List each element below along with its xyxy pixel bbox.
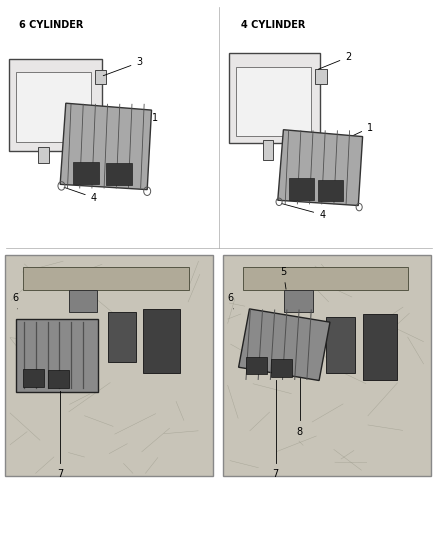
FancyBboxPatch shape <box>5 255 213 477</box>
Text: 6: 6 <box>228 293 234 309</box>
Text: 6: 6 <box>12 293 18 309</box>
Text: 7: 7 <box>272 469 279 479</box>
Bar <box>39 147 49 163</box>
Bar <box>315 69 327 84</box>
FancyBboxPatch shape <box>236 67 311 135</box>
FancyBboxPatch shape <box>16 319 98 392</box>
Bar <box>48 370 69 389</box>
Bar <box>69 290 97 312</box>
Bar <box>262 140 273 160</box>
Bar <box>73 162 99 184</box>
Text: 3: 3 <box>103 58 142 76</box>
Bar <box>23 266 188 290</box>
Bar <box>246 357 267 374</box>
Text: 1: 1 <box>348 123 373 138</box>
Polygon shape <box>60 103 152 190</box>
Bar <box>271 359 292 377</box>
Text: 5: 5 <box>280 267 286 289</box>
Bar <box>143 309 180 373</box>
Bar <box>106 163 132 185</box>
Polygon shape <box>239 309 330 381</box>
Bar <box>95 70 106 84</box>
Polygon shape <box>278 130 363 206</box>
Text: 4: 4 <box>64 187 97 203</box>
Text: 2: 2 <box>318 52 351 69</box>
FancyBboxPatch shape <box>229 53 320 143</box>
FancyBboxPatch shape <box>223 255 431 477</box>
Text: 1: 1 <box>59 358 65 385</box>
FancyBboxPatch shape <box>9 59 102 151</box>
Text: 8: 8 <box>297 426 303 437</box>
Bar <box>363 314 397 381</box>
Bar <box>23 369 44 387</box>
Text: 1: 1 <box>134 113 158 126</box>
Bar <box>243 266 408 290</box>
Text: 4 CYLINDER: 4 CYLINDER <box>241 20 305 30</box>
Bar <box>108 312 136 362</box>
FancyBboxPatch shape <box>16 72 91 142</box>
Text: 7: 7 <box>57 469 63 479</box>
Text: 6 CYLINDER: 6 CYLINDER <box>19 20 83 30</box>
Bar <box>289 179 314 200</box>
Bar <box>325 317 355 373</box>
Bar <box>284 290 313 312</box>
Bar <box>318 180 343 201</box>
Text: 4: 4 <box>282 204 325 220</box>
